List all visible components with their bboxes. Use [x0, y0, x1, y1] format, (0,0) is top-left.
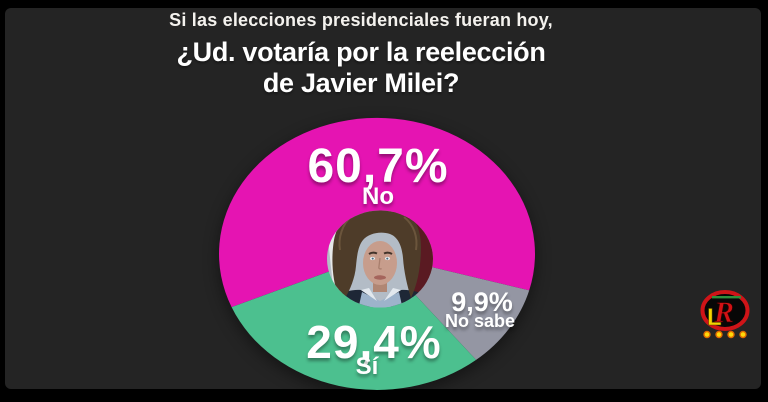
logo-dots [703, 330, 747, 339]
label-no: No [362, 183, 394, 210]
pie-slice-sí [231, 254, 477, 390]
channel-watermark-logo: R L [700, 290, 750, 339]
title-line-3: de Javier Milei? [262, 68, 460, 98]
logo-letter-l: L [707, 304, 722, 331]
question-title: Si las elecciones presidenciales fueran … [0, 10, 722, 99]
logo-letter-r: R [713, 296, 734, 329]
label-si-percent: 29,4% [306, 316, 442, 368]
label-nosabe: No sabe [444, 311, 516, 331]
label-nosabe-percent: 9,9% [451, 287, 513, 317]
label-si: Sí [355, 353, 379, 380]
title-line-2: ¿Ud. votaría por la reelección [176, 37, 546, 67]
label-no-percent: 60,7% [307, 140, 449, 193]
logo-ring [700, 290, 750, 331]
logo-green-bar [712, 296, 741, 299]
title-line-1: Si las elecciones presidenciales fueran … [169, 10, 553, 30]
